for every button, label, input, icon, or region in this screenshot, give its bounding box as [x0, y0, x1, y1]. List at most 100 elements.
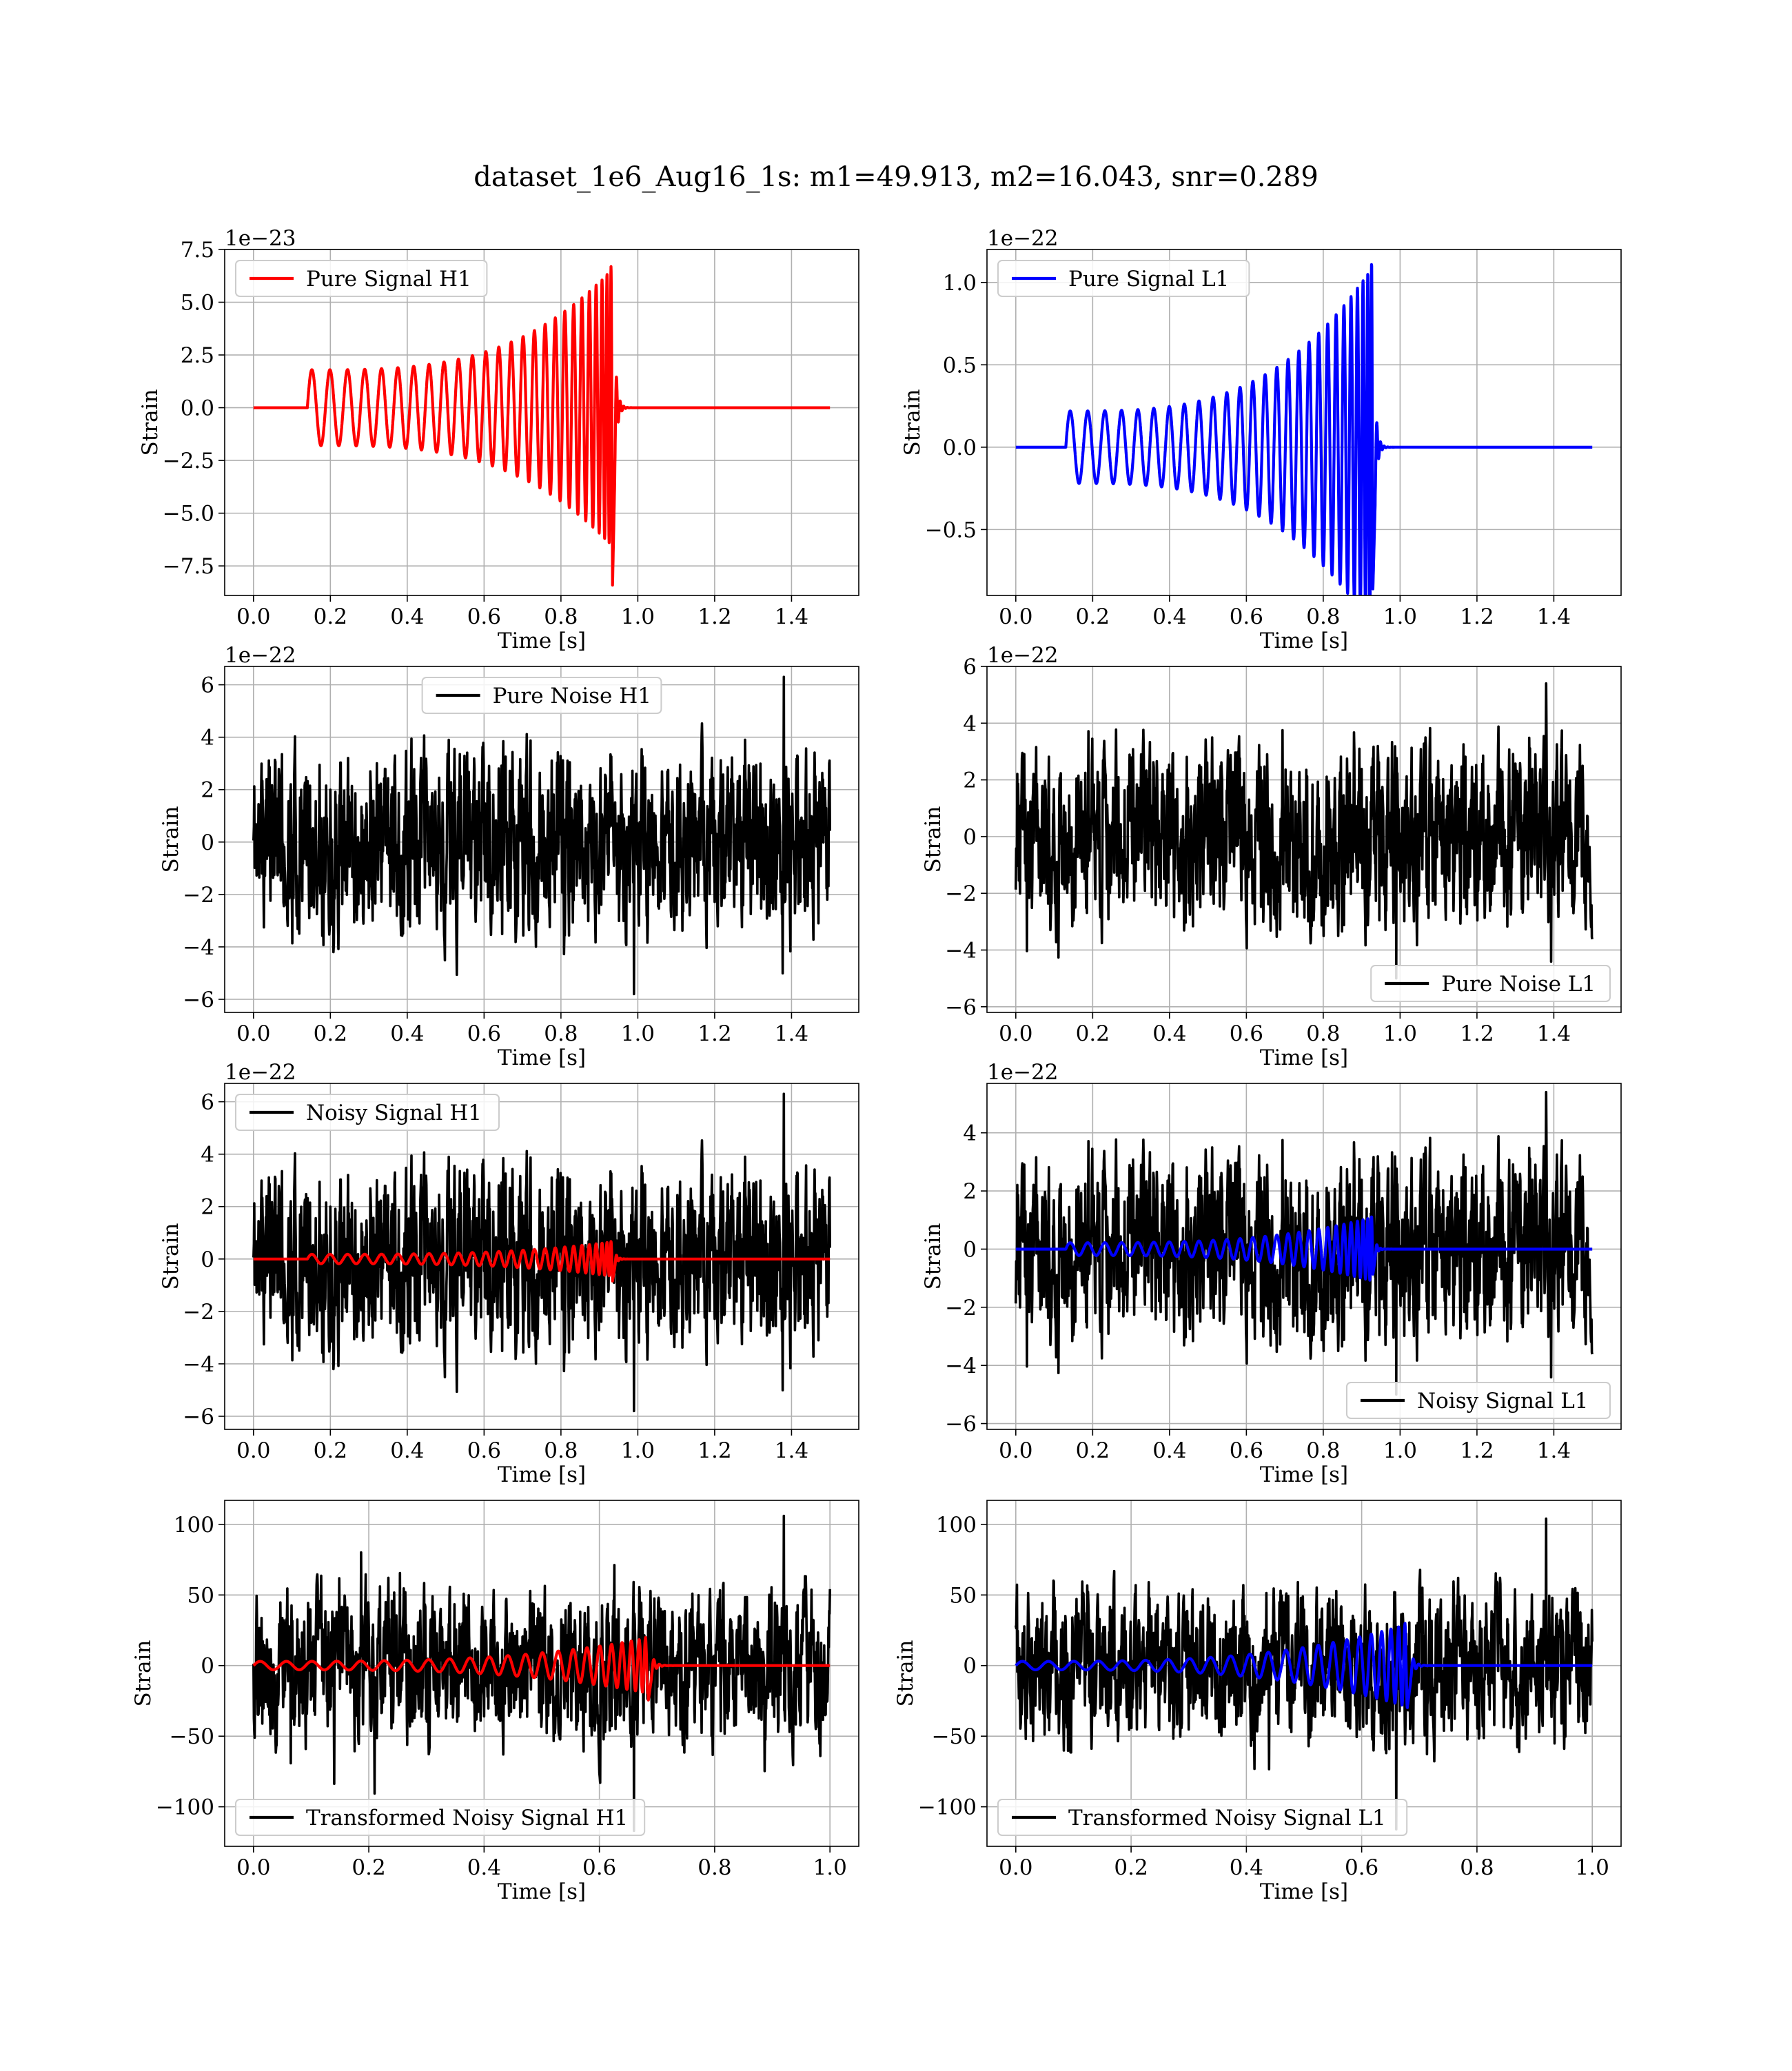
series-noise-line [1015, 1517, 1594, 1831]
y-tick-label: 100 [936, 1513, 977, 1538]
subplot-pure-signal-h1: 0.0 0.2 0.4 0.6 0.8 1.0 1.2 1.4 7.5 5.0 2.5 0.0 −2.5… [138, 226, 859, 653]
legend-box [997, 1799, 1408, 1836]
axes-frame [224, 249, 859, 596]
y-axis-label: Strain [131, 1640, 156, 1707]
y-tick-label: 7.5 [181, 238, 214, 263]
legend-box [235, 1094, 500, 1131]
x-tick-label: 0.0 [999, 604, 1032, 629]
y-tick-label: 2.5 [181, 343, 214, 368]
y-tick-label: −2 [945, 1296, 977, 1320]
y-tick-label: 2 [963, 768, 977, 793]
x-tick-label: 0.4 [390, 604, 424, 629]
x-tick-label: 0.2 [314, 1438, 347, 1463]
x-tick-label: 0.2 [1076, 1438, 1110, 1463]
x-axis-label: Time [s] [1260, 1879, 1348, 1904]
figure-title: dataset_1e6_Aug16_1s: m1=49.913, m2=16.0… [474, 161, 1318, 193]
x-tick-label: 0.0 [999, 1021, 1032, 1046]
x-tick-label: 0.2 [1076, 1021, 1110, 1046]
y-tick-label: 100 [174, 1513, 214, 1538]
x-tick-label: 0.4 [467, 1855, 501, 1880]
x-tick-label: 0.6 [1230, 604, 1263, 629]
y-tick-label: 0 [963, 1237, 977, 1262]
x-tick-label: 1.4 [1537, 604, 1571, 629]
y-tick-label: 1.0 [943, 271, 977, 296]
legend-box [1346, 1382, 1611, 1419]
x-tick-label: 0.8 [1460, 1855, 1494, 1880]
y-tick-label: −5.0 [163, 502, 214, 527]
x-tick-label: 0.6 [1345, 1855, 1378, 1880]
axes-frame [224, 666, 859, 1013]
axes-frame [986, 249, 1622, 596]
x-axis-label: Time [s] [1260, 629, 1348, 653]
y-tick-label: 0 [963, 1654, 977, 1679]
plot-area [252, 1514, 831, 1833]
legend: Noisy Signal H1 [235, 1094, 500, 1131]
x-tick-label: 0.4 [1152, 604, 1186, 629]
y-tick-label: 4 [201, 726, 214, 751]
y-tick-label: −100 [918, 1795, 977, 1820]
y-tick-label: 0.5 [943, 353, 977, 378]
x-tick-label: 0.2 [1114, 1855, 1148, 1880]
y-tick-label: −4 [183, 1352, 214, 1377]
x-tick-label: 0.0 [236, 1855, 270, 1880]
x-tick-label: 1.2 [698, 1438, 731, 1463]
y-tick-label: 0 [963, 825, 977, 850]
x-tick-label: 1.4 [775, 1021, 808, 1046]
series-signal-line [253, 1240, 831, 1283]
x-tick-label: 0.8 [1306, 604, 1340, 629]
x-tick-label: 1.0 [621, 604, 655, 629]
axes-frame [986, 1083, 1622, 1430]
x-tick-label: 1.2 [698, 604, 731, 629]
legend: Transformed Noisy Signal L1 [997, 1799, 1408, 1836]
legend: Noisy Signal L1 [1346, 1382, 1611, 1419]
x-tick-label: 1.0 [1576, 1855, 1609, 1880]
x-tick-label: 0.8 [1306, 1438, 1340, 1463]
y-tick-label: 0.0 [181, 396, 214, 421]
y-tick-label: 0 [201, 1654, 214, 1679]
x-tick-label: 0.6 [467, 1438, 501, 1463]
y-tick-label: 2 [201, 778, 214, 803]
x-tick-label: 1.4 [1537, 1021, 1571, 1046]
x-axis-label: Time [s] [498, 1462, 586, 1487]
legend: Pure Noise H1 [421, 677, 662, 714]
x-tick-label: 1.4 [1537, 1438, 1571, 1463]
x-tick-label: 0.8 [1306, 1021, 1340, 1046]
y-tick-label: −4 [945, 938, 977, 963]
subplot-pure-signal-l1: 0.0 0.2 0.4 0.6 0.8 1.0 1.2 1.4 1.0 0.5 0.0 −0.5 Tim… [900, 226, 1622, 653]
x-tick-label: 1.2 [1460, 1021, 1494, 1046]
legend: Pure Noise L1 [1370, 965, 1611, 1002]
plot-area [253, 265, 831, 587]
x-tick-label: 0.6 [467, 1021, 501, 1046]
subplot-transformed-noisy-signal-h1: 0.0 0.2 0.4 0.6 0.8 1.0 100 50 0 −50 −100 Time [s] S… [131, 1500, 859, 1904]
y-offset-label: 1e−22 [225, 643, 296, 668]
plot-area [1015, 682, 1594, 980]
legend-label: Pure Noise H1 [493, 684, 651, 708]
series-noise-line [1015, 682, 1594, 980]
x-tick-label: 1.0 [1383, 1021, 1417, 1046]
y-tick-label: −2 [183, 883, 214, 908]
series-noise-line [252, 1514, 831, 1833]
series-noise-line [252, 675, 831, 996]
legend-box [235, 1799, 646, 1836]
y-tick-label: −50 [932, 1724, 977, 1749]
x-tick-label: 1.0 [1383, 1438, 1417, 1463]
x-tick-label: 0.0 [236, 1438, 270, 1463]
x-tick-label: 0.4 [390, 1021, 424, 1046]
y-tick-label: −4 [183, 935, 214, 960]
y-axis-label: Strain [921, 806, 946, 873]
y-tick-label: −6 [945, 1412, 977, 1437]
x-tick-label: 0.4 [1230, 1855, 1263, 1880]
legend-label: Pure Signal H1 [306, 267, 471, 292]
y-offset-label: 1e−23 [225, 226, 296, 251]
y-tick-label: 0 [201, 1247, 214, 1272]
x-tick-label: 1.4 [775, 604, 808, 629]
legend-label: Transformed Noisy Signal L1 [1068, 1806, 1386, 1830]
y-tick-label: −6 [945, 995, 977, 1020]
x-tick-label: 0.6 [467, 604, 501, 629]
x-tick-label: 0.2 [352, 1855, 385, 1880]
y-tick-label: −6 [183, 988, 214, 1012]
legend: Pure Signal H1 [235, 260, 488, 297]
axes-frame [224, 1500, 859, 1847]
x-tick-label: 0.8 [544, 1021, 578, 1046]
